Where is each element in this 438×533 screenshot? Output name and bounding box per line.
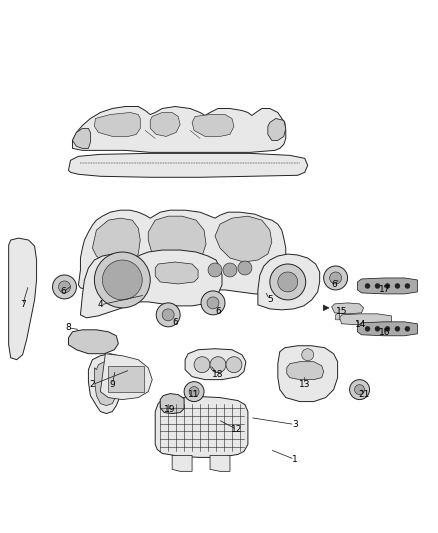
Polygon shape — [78, 210, 286, 294]
Circle shape — [189, 386, 199, 397]
Polygon shape — [72, 107, 286, 152]
Text: 6: 6 — [172, 318, 178, 327]
Text: 14: 14 — [355, 320, 366, 329]
Bar — [108, 366, 144, 392]
Text: 5: 5 — [267, 295, 273, 304]
Circle shape — [95, 252, 150, 308]
Text: 12: 12 — [231, 425, 243, 434]
Polygon shape — [332, 303, 364, 314]
Polygon shape — [155, 397, 248, 457]
Text: 11: 11 — [188, 390, 200, 399]
Polygon shape — [95, 362, 118, 406]
Circle shape — [385, 326, 390, 332]
Circle shape — [223, 263, 237, 277]
Circle shape — [375, 284, 380, 288]
Circle shape — [330, 272, 342, 284]
Polygon shape — [100, 354, 152, 400]
Circle shape — [207, 297, 219, 309]
Polygon shape — [148, 216, 206, 266]
Text: 8: 8 — [66, 324, 71, 332]
Text: 6: 6 — [215, 308, 221, 317]
Text: 2: 2 — [90, 380, 95, 389]
Text: 3: 3 — [292, 420, 298, 429]
Polygon shape — [339, 314, 392, 325]
Text: 6: 6 — [332, 280, 338, 289]
Polygon shape — [155, 262, 198, 284]
Polygon shape — [215, 216, 272, 262]
Circle shape — [208, 263, 222, 277]
Circle shape — [350, 379, 370, 400]
Polygon shape — [287, 362, 324, 379]
Circle shape — [238, 261, 252, 275]
Polygon shape — [188, 384, 200, 392]
Polygon shape — [357, 322, 417, 336]
Circle shape — [270, 264, 306, 300]
Circle shape — [156, 303, 180, 327]
Polygon shape — [268, 118, 286, 140]
Text: 1: 1 — [292, 455, 298, 464]
Polygon shape — [178, 285, 212, 296]
Text: 17: 17 — [379, 286, 390, 294]
Circle shape — [365, 326, 370, 332]
Polygon shape — [88, 354, 122, 414]
Text: 15: 15 — [336, 308, 347, 317]
Text: 13: 13 — [299, 380, 311, 389]
Text: 21: 21 — [359, 390, 370, 399]
Polygon shape — [192, 115, 234, 136]
Circle shape — [324, 266, 348, 290]
Circle shape — [226, 357, 242, 373]
Polygon shape — [68, 154, 308, 177]
Circle shape — [395, 326, 400, 332]
Circle shape — [405, 284, 410, 288]
Polygon shape — [210, 455, 230, 471]
Text: 9: 9 — [110, 380, 115, 389]
Polygon shape — [357, 278, 417, 294]
Text: 7: 7 — [20, 301, 25, 309]
Polygon shape — [160, 393, 184, 414]
Text: 6: 6 — [60, 287, 67, 296]
Circle shape — [278, 272, 298, 292]
Polygon shape — [162, 264, 220, 282]
Text: 4: 4 — [98, 301, 103, 309]
Circle shape — [59, 281, 71, 293]
Circle shape — [184, 382, 204, 401]
Polygon shape — [68, 330, 118, 354]
Circle shape — [201, 291, 225, 315]
Polygon shape — [72, 128, 90, 148]
Polygon shape — [95, 112, 140, 136]
Polygon shape — [172, 455, 192, 471]
Polygon shape — [258, 254, 320, 310]
Circle shape — [53, 275, 77, 299]
Circle shape — [302, 349, 314, 361]
Polygon shape — [336, 312, 339, 320]
Polygon shape — [185, 349, 246, 379]
Polygon shape — [92, 218, 140, 266]
Text: 19: 19 — [164, 405, 176, 414]
Circle shape — [355, 385, 364, 394]
Circle shape — [194, 357, 210, 373]
Text: 16: 16 — [379, 328, 390, 337]
Polygon shape — [9, 238, 37, 360]
Circle shape — [210, 357, 226, 373]
Polygon shape — [278, 346, 338, 401]
Circle shape — [395, 284, 400, 288]
Circle shape — [385, 284, 390, 288]
Circle shape — [162, 309, 174, 321]
Polygon shape — [150, 112, 180, 136]
Circle shape — [375, 326, 380, 332]
Circle shape — [102, 260, 142, 300]
Text: 18: 18 — [212, 370, 224, 379]
Polygon shape — [81, 250, 222, 318]
Circle shape — [365, 284, 370, 288]
Circle shape — [405, 326, 410, 332]
